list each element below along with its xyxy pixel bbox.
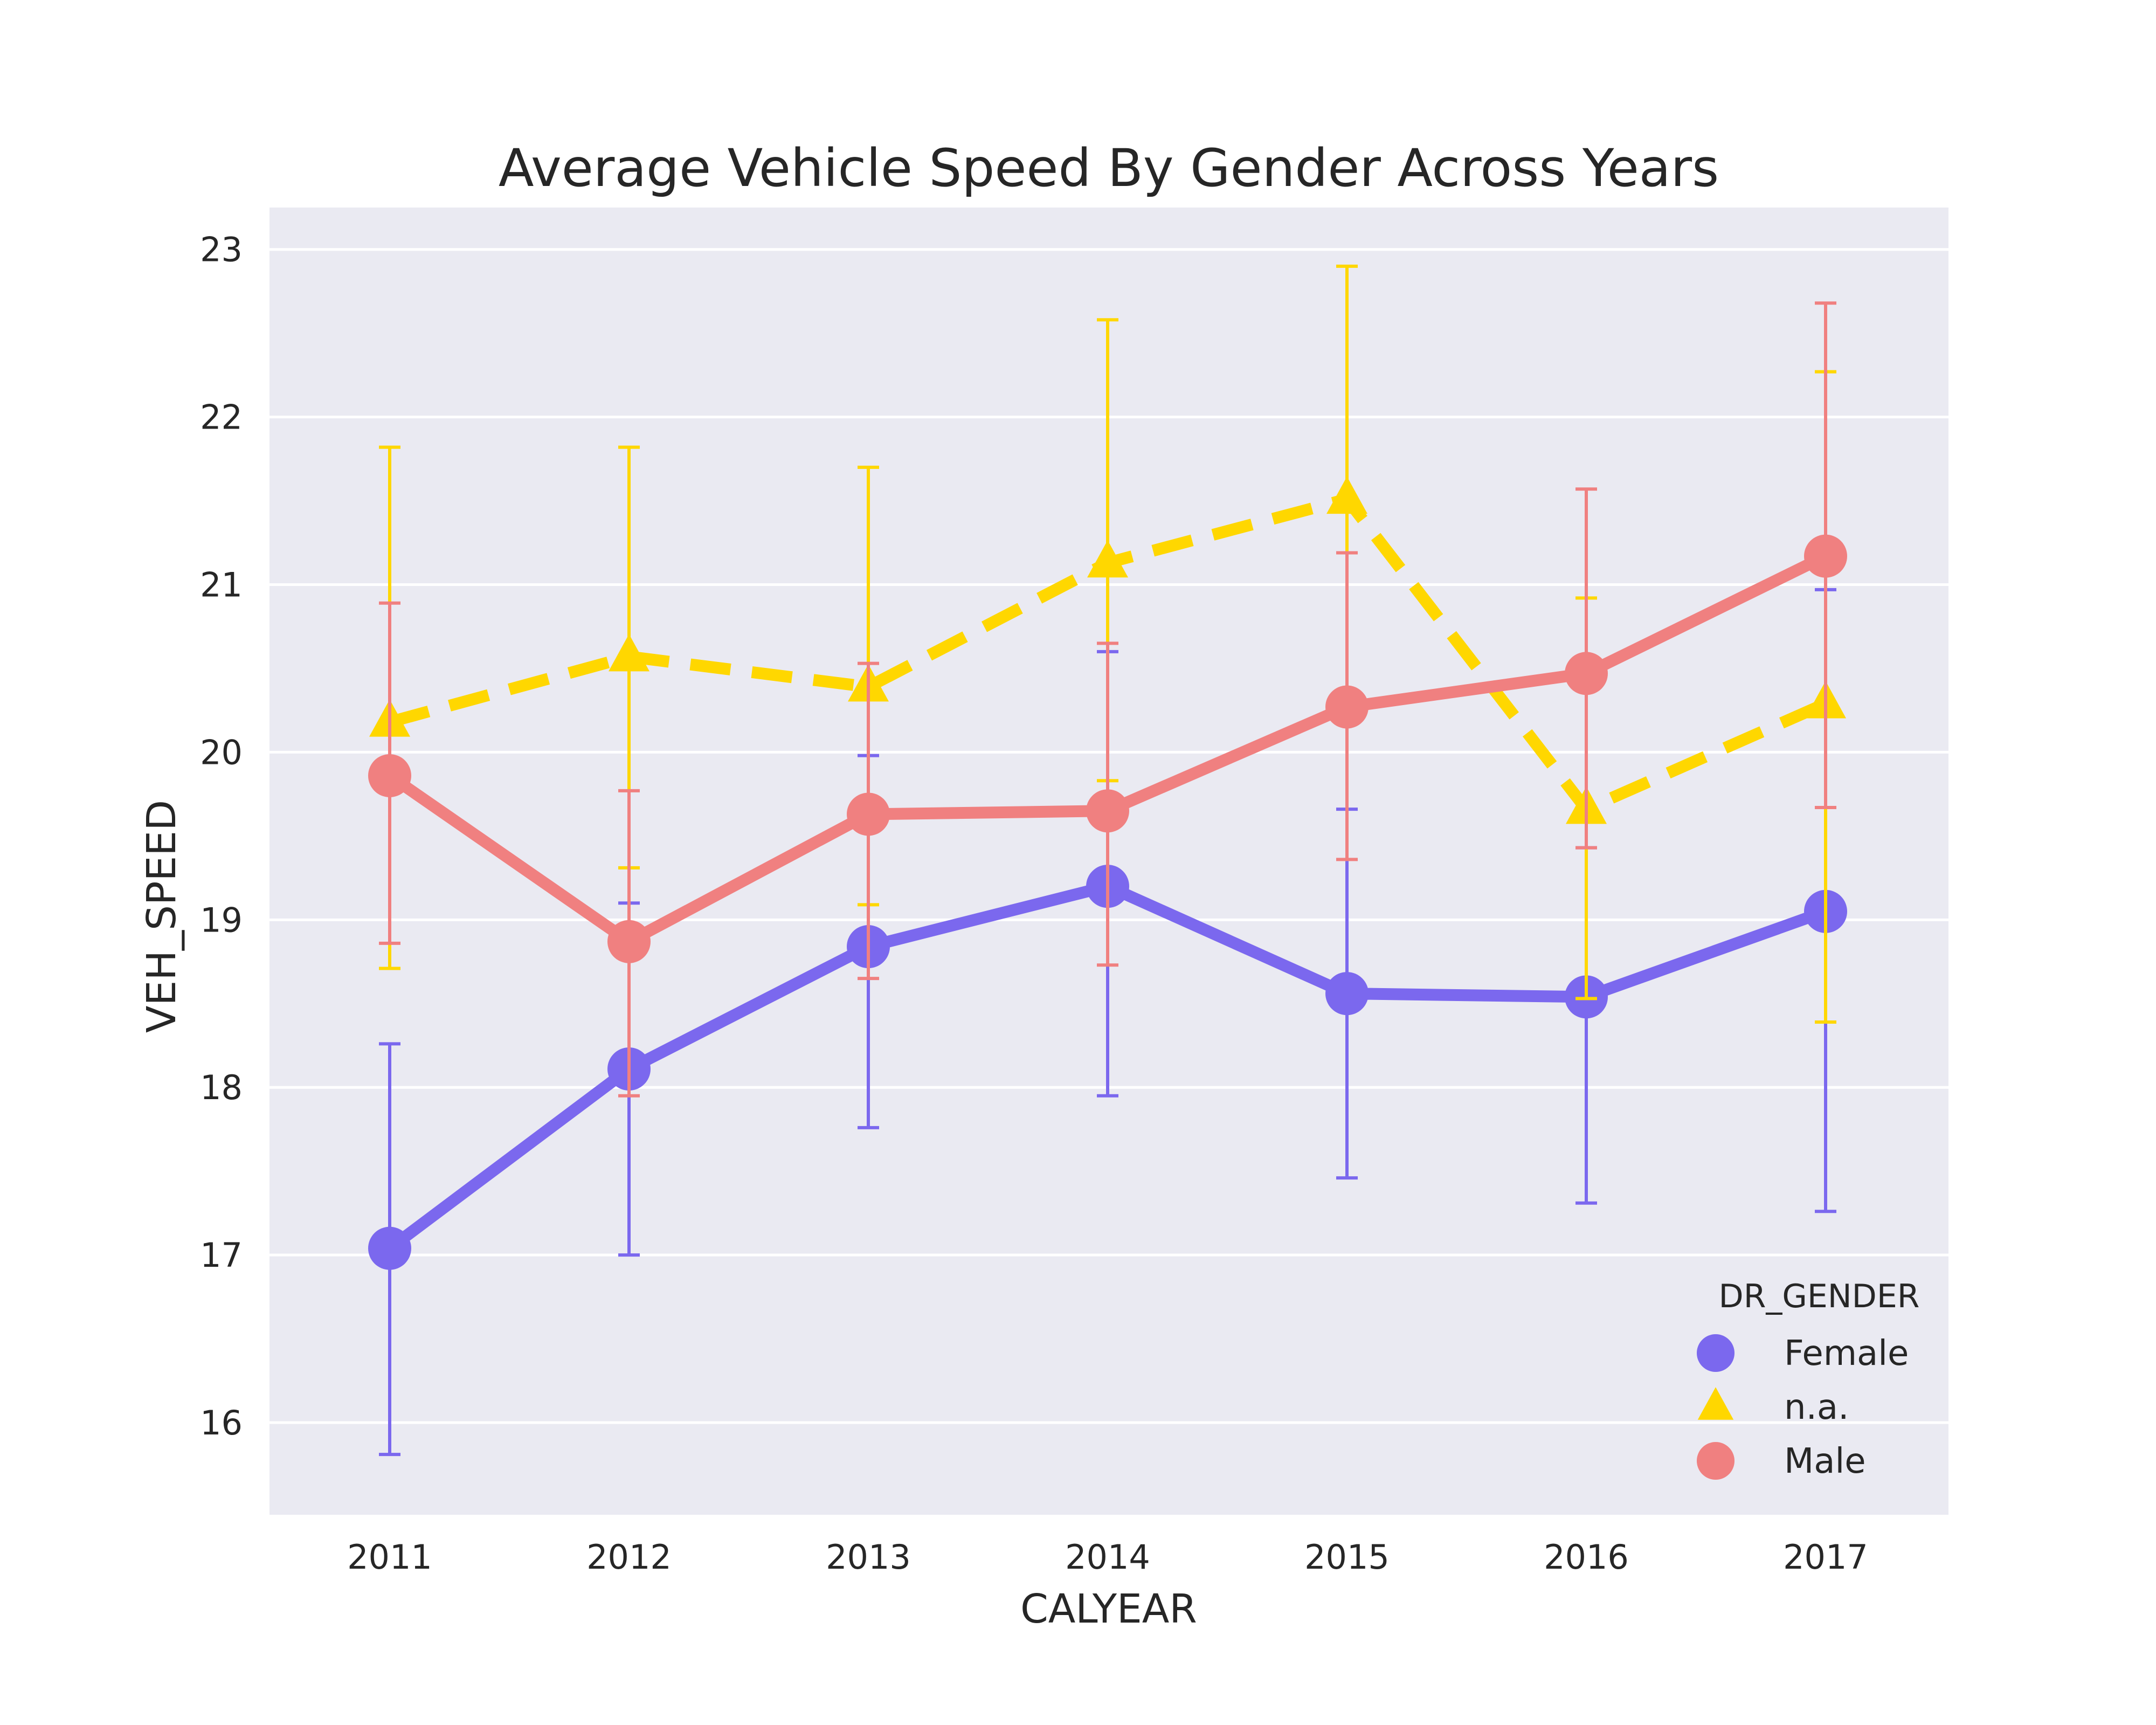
series-male — [368, 301, 1847, 1098]
data-point — [1086, 789, 1129, 833]
legend-items: Female n.a. Male — [1697, 1334, 1909, 1481]
legend-marker — [1697, 1442, 1735, 1480]
x-tick-label: 2017 — [1783, 1537, 1868, 1577]
chart-title: Average Vehicle Speed By Gender Across Y… — [499, 138, 1719, 198]
y-tick-label: 20 — [200, 733, 243, 772]
x-tick-label: 2016 — [1544, 1537, 1629, 1577]
data-point — [368, 1226, 411, 1270]
x-tick-label: 2012 — [586, 1537, 672, 1577]
data-point — [609, 634, 649, 672]
legend-label: Female — [1784, 1334, 1909, 1374]
y-tick-label: 21 — [200, 565, 243, 605]
y-tick-label: 23 — [200, 230, 243, 270]
legend-label: n.a. — [1784, 1388, 1849, 1427]
data-point — [847, 792, 890, 836]
data-point — [607, 920, 651, 963]
x-tick-label: 2015 — [1304, 1537, 1390, 1577]
y-tick-label: 18 — [200, 1068, 243, 1107]
legend: DR_GENDER Female n.a. Male — [1697, 1278, 1919, 1481]
x-axis-label: CALYEAR — [1020, 1586, 1197, 1632]
ticks: 16 17 18 19 20 21 22 23 2011 2012 2013 2014 2015 2016… — [200, 230, 1868, 1577]
data-point — [1565, 652, 1608, 695]
y-tick-label: 17 — [200, 1236, 243, 1275]
y-tick-label: 19 — [200, 900, 243, 940]
legend-label: Male — [1784, 1441, 1866, 1481]
legend-title: DR_GENDER — [1719, 1278, 1920, 1315]
legend-marker — [1697, 1334, 1735, 1372]
legend-marker — [1697, 1387, 1734, 1420]
data-point — [1804, 534, 1847, 578]
series-layer — [368, 264, 1847, 1457]
data-point — [1325, 685, 1369, 729]
x-tick-label: 2011 — [347, 1537, 432, 1577]
y-axis-label: VEH_SPEED — [139, 800, 185, 1033]
data-point — [368, 754, 411, 797]
data-point — [1087, 540, 1128, 578]
x-tick-label: 2013 — [826, 1537, 911, 1577]
y-tick-label: 16 — [200, 1403, 243, 1443]
x-tick-label: 2014 — [1065, 1537, 1150, 1577]
data-point — [1325, 972, 1369, 1016]
y-tick-label: 22 — [200, 398, 243, 437]
data-point — [1326, 476, 1367, 514]
